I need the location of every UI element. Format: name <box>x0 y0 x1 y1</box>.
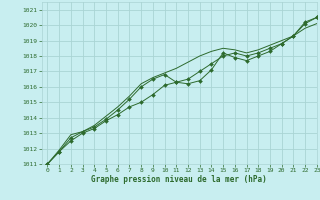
X-axis label: Graphe pression niveau de la mer (hPa): Graphe pression niveau de la mer (hPa) <box>91 175 267 184</box>
